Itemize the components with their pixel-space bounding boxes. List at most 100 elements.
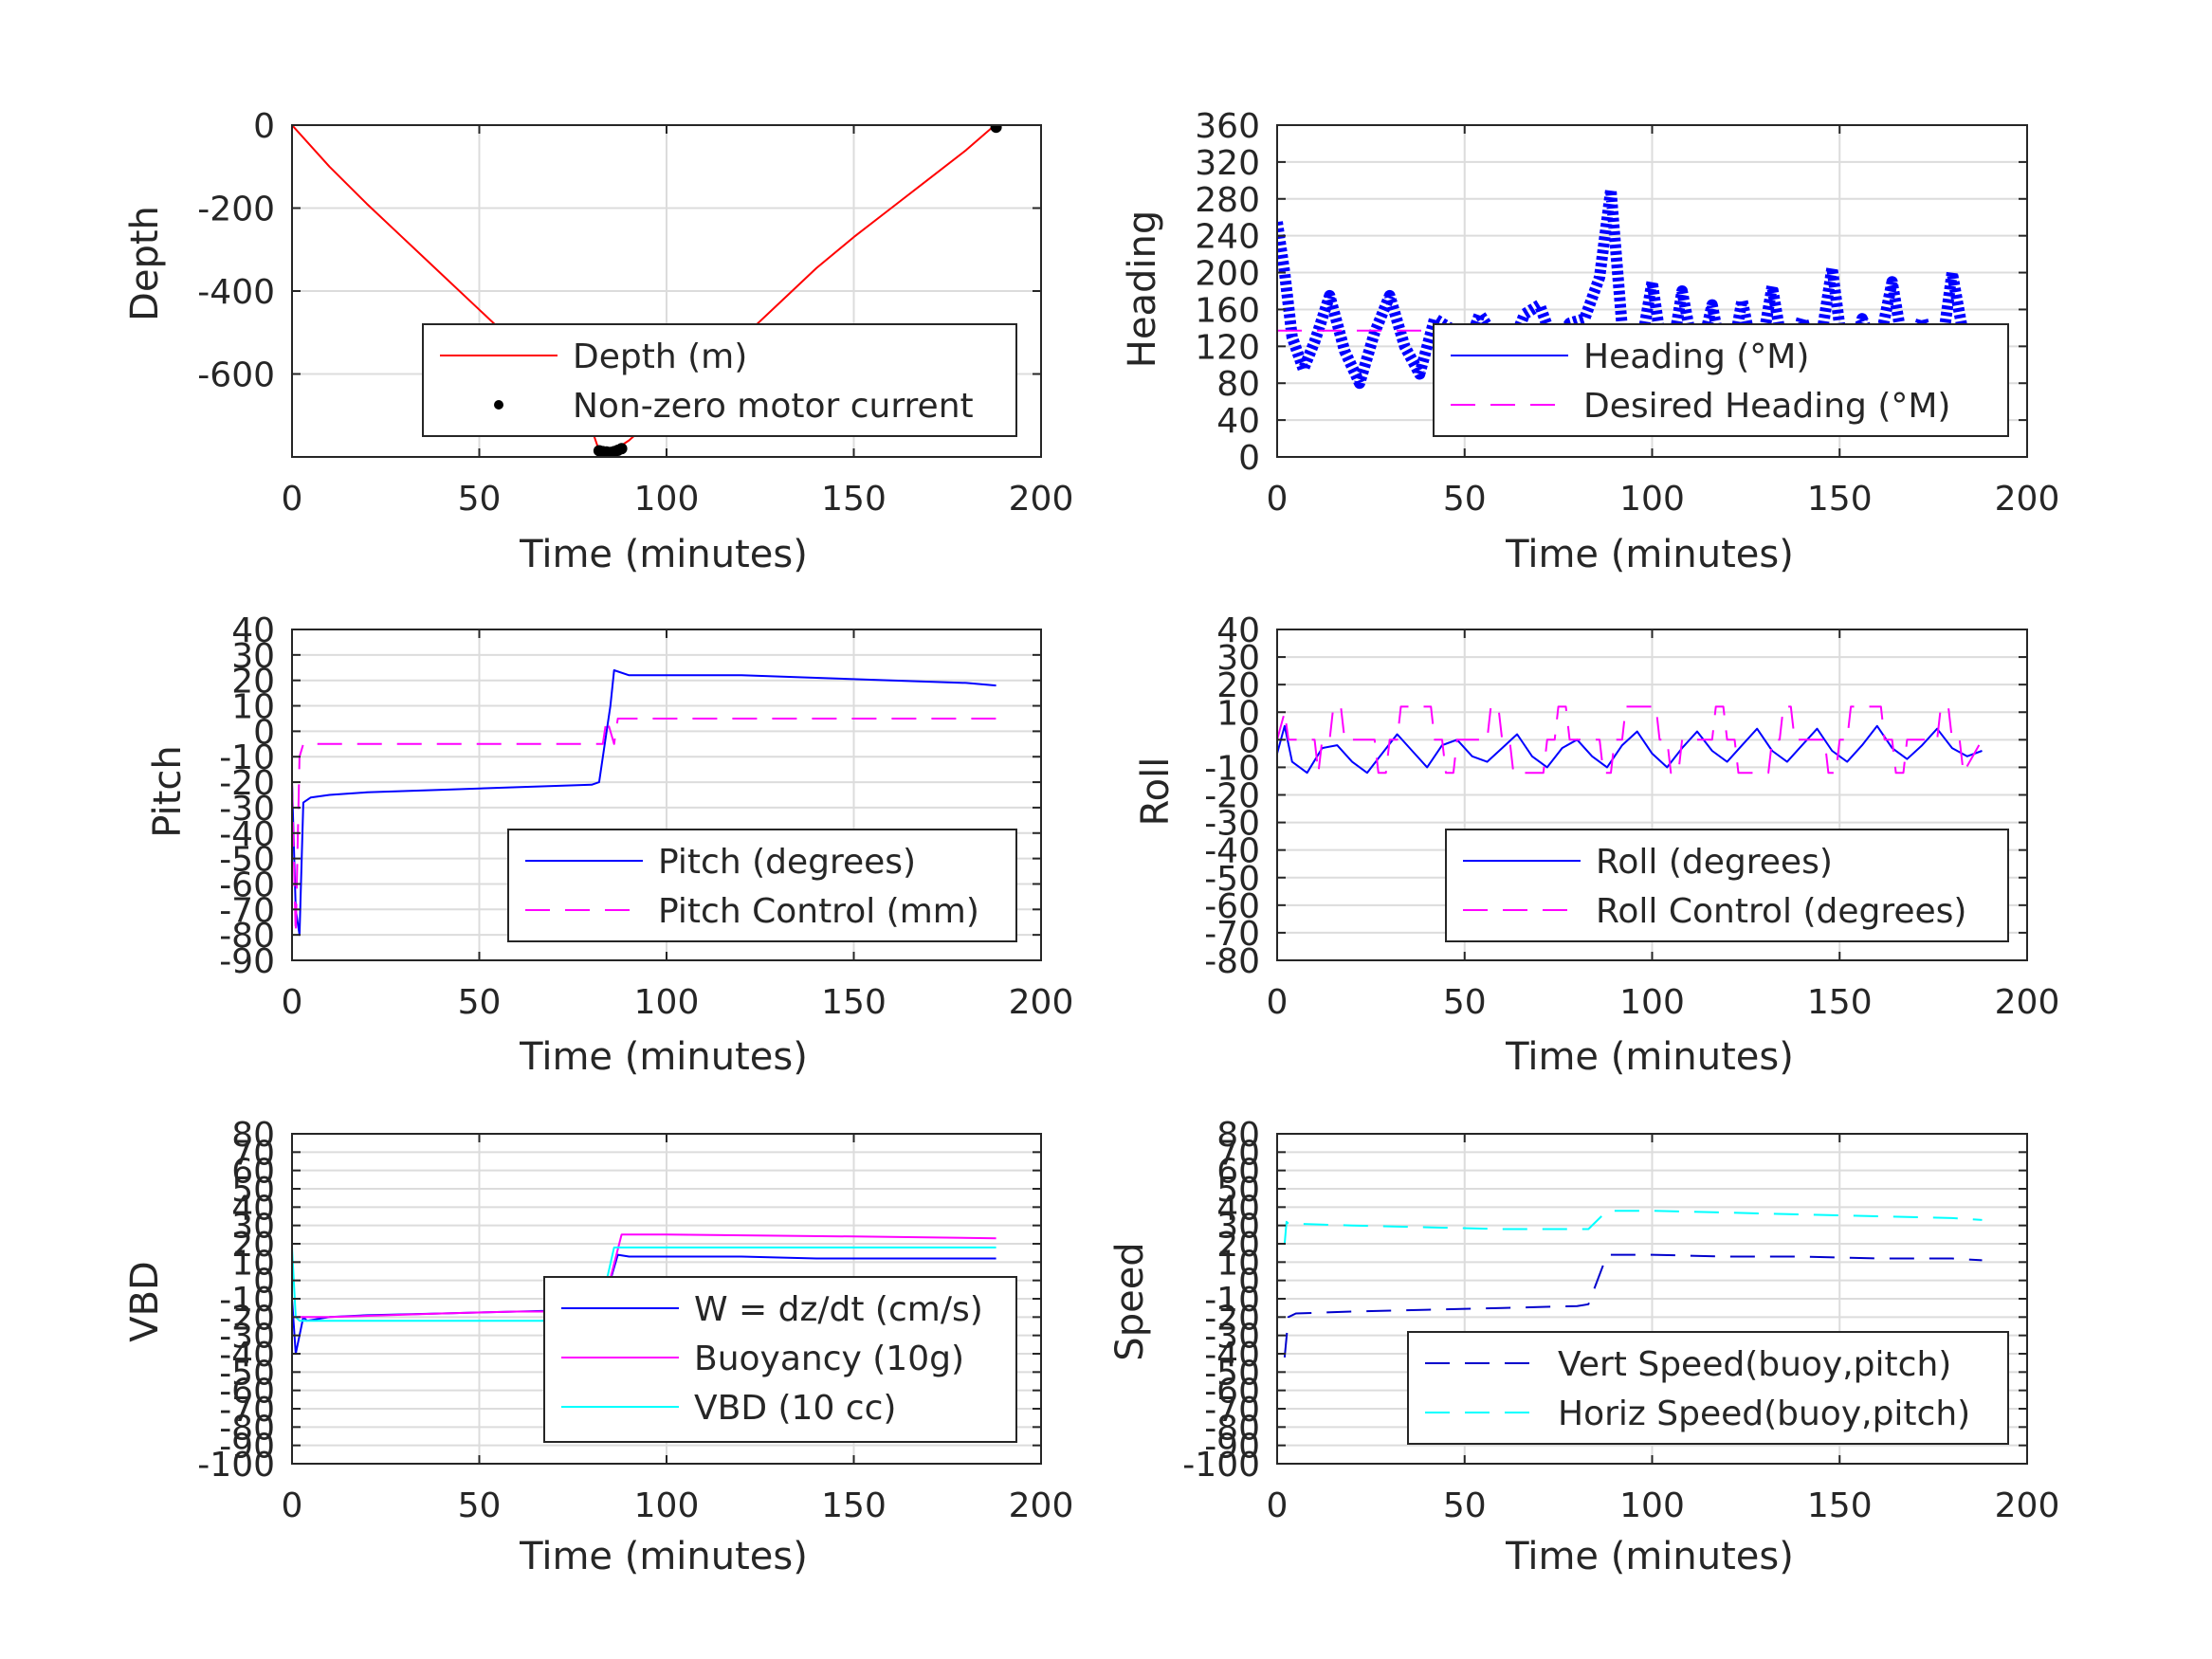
- roll-ytick-label: -80: [1204, 942, 1260, 981]
- vbd-ytick-label: -40: [219, 1336, 275, 1375]
- roll-xtick-label: 100: [1619, 983, 1685, 1022]
- depth-ylabel: Depth: [123, 206, 167, 321]
- heading-ytick-label: 360: [1195, 107, 1260, 146]
- vbd-ytick-label: 70: [231, 1134, 275, 1173]
- depth-xtick-label: 100: [634, 480, 700, 519]
- heading-xtick-label: 50: [1443, 480, 1487, 519]
- vbd-xlabel: Time (minutes): [519, 1535, 808, 1578]
- heading-axes-frame: [1276, 124, 2028, 458]
- roll-ytick-label: -60: [1204, 887, 1260, 926]
- roll-ytick-label: -70: [1204, 915, 1260, 954]
- vbd-ytick-label: -50: [219, 1354, 275, 1393]
- depth-ytick-label: -200: [197, 191, 275, 229]
- roll-ytick-label: 20: [1216, 666, 1260, 705]
- roll-axes-frame: [1276, 629, 2028, 961]
- pitch-ytick-label: 40: [231, 611, 275, 650]
- pitch-legend-box: [507, 829, 1017, 942]
- roll-xtick-label: 0: [1267, 983, 1289, 1022]
- depth-xtick-label: 50: [458, 480, 502, 519]
- vbd-ytick-label: 50: [231, 1171, 275, 1210]
- depth-series-1-point: [615, 443, 628, 455]
- depth-legend-label: Non-zero motor current: [573, 387, 974, 426]
- pitch-ytick-label: -80: [219, 917, 275, 956]
- roll-ylabel: Roll: [1134, 757, 1178, 827]
- heading-xtick-label: 150: [1807, 480, 1873, 519]
- depth-xtick-label: 150: [821, 480, 887, 519]
- heading-ytick-label: 40: [1216, 402, 1260, 441]
- speed-xtick-label: 150: [1807, 1486, 1873, 1525]
- roll-legend-label: Roll (degrees): [1596, 843, 1833, 882]
- pitch-xtick-label: 100: [634, 983, 700, 1022]
- speed-xtick-label: 0: [1267, 1486, 1289, 1525]
- vbd-xtick-label: 150: [821, 1486, 887, 1525]
- pitch-xlabel: Time (minutes): [519, 1035, 808, 1079]
- heading-legend-label: Desired Heading (°M): [1583, 387, 1950, 426]
- speed-legend-box: [1407, 1331, 2009, 1445]
- pitch-ytick-label: -20: [219, 764, 275, 803]
- depth-ytick-label: -600: [197, 356, 275, 395]
- depth-ytick-label: 0: [253, 107, 275, 146]
- heading-ylabel: Heading: [1121, 210, 1164, 368]
- pitch-ytick-label: -50: [219, 841, 275, 880]
- vbd-ytick-label: -100: [197, 1446, 275, 1485]
- speed-ylabel: Speed: [1108, 1242, 1152, 1360]
- depth-xtick-label: 200: [1009, 480, 1074, 519]
- pitch-legend-label: Pitch (degrees): [658, 843, 916, 882]
- roll-xtick-label: 150: [1807, 983, 1873, 1022]
- pitch-ytick-label: -90: [219, 942, 275, 981]
- pitch-ylabel: Pitch: [146, 745, 190, 837]
- roll-ytick-label: 30: [1216, 639, 1260, 678]
- vbd-xtick-label: 0: [282, 1486, 303, 1525]
- roll-xlabel: Time (minutes): [1505, 1035, 1794, 1079]
- vbd-legend-label: Buoyancy (10g): [694, 1340, 964, 1378]
- heading-ytick-label: 160: [1195, 291, 1260, 330]
- pitch-xtick-label: 150: [821, 983, 887, 1022]
- pitch-axes-frame: [291, 629, 1042, 961]
- pitch-series-0-line: [292, 669, 996, 937]
- vbd-ytick-label: -80: [219, 1409, 275, 1448]
- roll-ytick-label: 40: [1216, 611, 1260, 650]
- vbd-ytick-label: -30: [219, 1318, 275, 1357]
- depth-legend-box: [422, 323, 1017, 437]
- roll-ytick-label: -50: [1204, 860, 1260, 899]
- speed-ytick-label: -50: [1204, 1354, 1260, 1393]
- vbd-xtick-label: 100: [634, 1486, 700, 1525]
- vbd-ytick-label: 20: [231, 1226, 275, 1265]
- depth-axes-frame: [291, 124, 1042, 458]
- pitch-xtick-label: 0: [282, 983, 303, 1022]
- depth-xlabel: Time (minutes): [519, 533, 808, 576]
- vbd-legend-label: W = dz/dt (cm/s): [694, 1290, 983, 1329]
- speed-ytick-label: 30: [1216, 1208, 1260, 1247]
- vbd-ytick-label: 60: [231, 1153, 275, 1192]
- roll-xtick-label: 50: [1443, 983, 1487, 1022]
- roll-xtick-label: 200: [1995, 983, 2060, 1022]
- heading-ytick-label: 280: [1195, 181, 1260, 220]
- vbd-ytick-label: -90: [219, 1428, 275, 1467]
- heading-ytick-label: 200: [1195, 255, 1260, 294]
- depth-xtick-label: 0: [282, 480, 303, 519]
- pitch-ytick-label: 0: [253, 713, 275, 752]
- depth-ytick-label: -400: [197, 273, 275, 312]
- heading-xlabel: Time (minutes): [1505, 533, 1794, 576]
- roll-ytick-label: -40: [1204, 832, 1260, 871]
- vbd-ytick-label: -70: [219, 1391, 275, 1430]
- pitch-ytick-label: -60: [219, 866, 275, 904]
- speed-xtick-label: 200: [1995, 1486, 2060, 1525]
- pitch-xtick-label: 50: [458, 983, 502, 1022]
- speed-ytick-label: -60: [1204, 1373, 1260, 1412]
- roll-series-0-line: [1277, 724, 1983, 775]
- vbd-ylabel: VBD: [123, 1261, 167, 1342]
- speed-axes-frame: [1276, 1133, 2028, 1465]
- vbd-ytick-label: -60: [219, 1373, 275, 1412]
- pitch-ytick-label: 20: [231, 663, 275, 702]
- speed-xtick-label: 50: [1443, 1486, 1487, 1525]
- speed-ytick-label: -40: [1204, 1336, 1260, 1375]
- heading-ytick-label: 0: [1238, 439, 1260, 478]
- speed-ytick-label: 40: [1216, 1189, 1260, 1228]
- speed-series-0-line: [1283, 1253, 1983, 1358]
- vbd-ytick-label: 80: [231, 1116, 275, 1155]
- depth-series-1-point: [990, 125, 1002, 134]
- speed-ytick-label: -20: [1204, 1299, 1260, 1338]
- roll-ytick-label: 10: [1216, 694, 1260, 733]
- roll-ytick-label: -20: [1204, 777, 1260, 816]
